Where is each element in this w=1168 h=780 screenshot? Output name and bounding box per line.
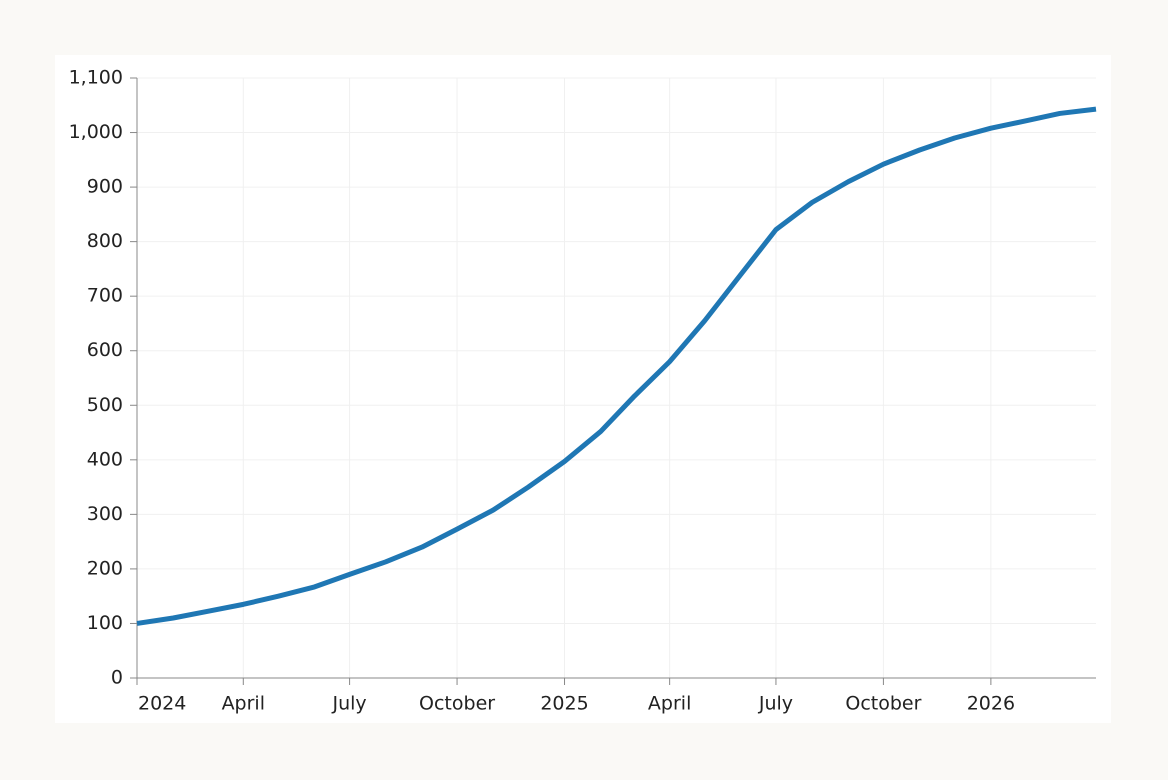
- x-tick-label: 2026: [967, 693, 1015, 715]
- x-tick-label: October: [419, 693, 495, 715]
- y-tick-label: 400: [87, 448, 123, 470]
- y-tick-label: 300: [87, 503, 123, 525]
- y-tick-label: 200: [87, 557, 123, 579]
- x-tick-label: July: [332, 693, 367, 715]
- y-tick-label: 600: [87, 339, 123, 361]
- y-tick-label: 500: [87, 394, 123, 416]
- y-tick-label: 100: [87, 612, 123, 634]
- y-tick-label: 800: [87, 230, 123, 252]
- y-tick-label: 900: [87, 176, 123, 198]
- y-tick-label: 1,000: [69, 121, 123, 143]
- plot-background: [55, 55, 1111, 723]
- x-tick-label: 2024: [138, 693, 186, 715]
- y-tick-label: 0: [111, 667, 123, 689]
- x-tick-label: October: [845, 693, 921, 715]
- x-tick-label: 2025: [540, 693, 588, 715]
- x-tick-label: April: [648, 693, 691, 715]
- x-tick-label: April: [222, 693, 265, 715]
- x-tick-label: July: [758, 693, 793, 715]
- y-tick-label: 1,100: [69, 67, 123, 89]
- line: [136, 106, 1097, 626]
- y-tick-label: 700: [87, 285, 123, 307]
